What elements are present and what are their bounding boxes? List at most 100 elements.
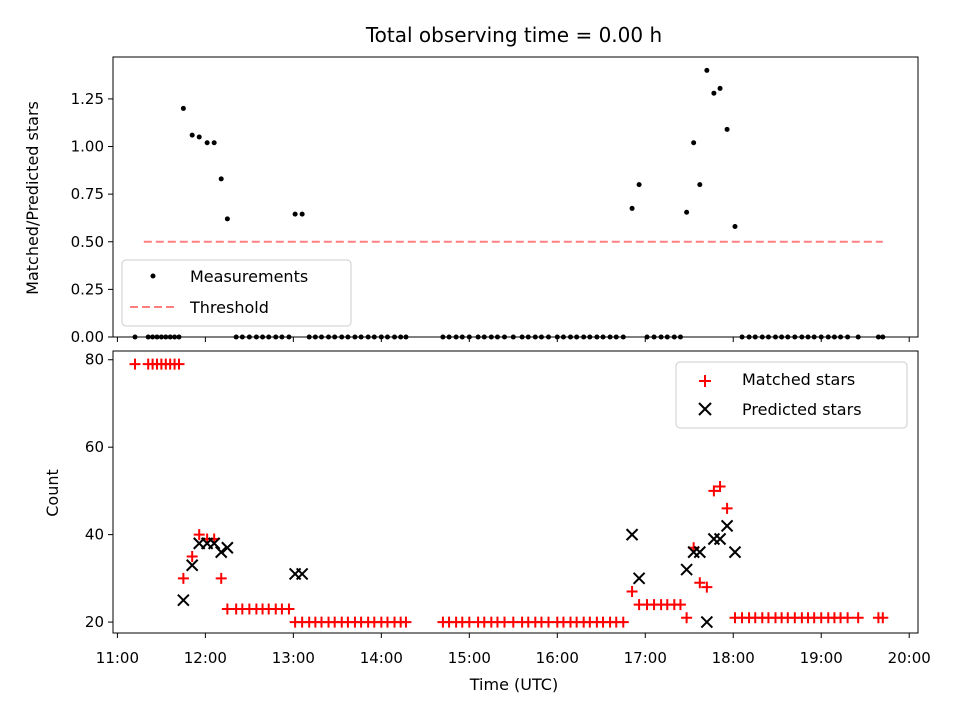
x-tick-label: 13:00	[272, 649, 315, 667]
top-y-tick-label: 1.00	[71, 138, 104, 156]
matched-star-point	[701, 581, 713, 593]
measurement-point	[717, 85, 723, 91]
bottom-axes-frame	[112, 350, 919, 634]
bottom-y-tick-label: 20	[85, 613, 104, 631]
matched-star-point	[626, 585, 638, 597]
legend-threshold-label: Threshold	[189, 298, 269, 317]
x-tick-label: 18:00	[712, 649, 755, 667]
top-y-ticks: 0.00 0.25 0.50 0.75 1.00 1.25	[71, 90, 113, 346]
bottom-plot-area	[129, 358, 889, 629]
x-tick-label: 20:00	[888, 649, 931, 667]
measurement-point	[691, 140, 697, 146]
top-y-tick-label: 0.50	[71, 233, 104, 251]
bottom-y-ticks: 20 40 60 80	[85, 351, 113, 631]
measurement-point	[636, 182, 642, 188]
top-y-axis-label: Matched/Predicted stars	[23, 101, 42, 295]
measurement-point	[704, 67, 710, 73]
predicted-star-point	[207, 537, 221, 550]
x-tick-label: 11:00	[96, 649, 139, 667]
matched-star-point	[721, 502, 733, 514]
top-x-ticks	[116, 337, 910, 342]
matched-star-point	[186, 550, 198, 562]
measurement-point	[724, 126, 730, 132]
measurement-point	[629, 205, 635, 211]
matched-star-point	[877, 612, 889, 624]
measurement-point	[189, 132, 195, 138]
bottom-y-tick-label: 40	[85, 526, 104, 544]
measurement-point	[196, 134, 202, 140]
measurement-point	[204, 140, 210, 146]
bottom-y-tick-label: 80	[85, 351, 104, 369]
matched-star-point	[215, 572, 227, 584]
predicted-star-point	[728, 545, 742, 559]
matched-star-point	[177, 572, 189, 584]
top-panel: Total observing time = 0.00 h Matched/Pr…	[23, 23, 919, 346]
top-y-tick-label: 1.25	[71, 90, 104, 108]
matched-star-point	[714, 481, 726, 493]
x-tick-label: 19:00	[800, 649, 843, 667]
top-y-tick-label: 0.75	[71, 185, 104, 203]
top-axes-frame	[112, 56, 919, 338]
bottom-legend: Matched stars Predicted stars	[675, 361, 908, 429]
top-legend: Measurements Threshold	[121, 259, 352, 327]
bottom-y-tick-label: 60	[85, 438, 104, 456]
legend-matched-marker	[699, 375, 711, 387]
matched-star-point	[129, 358, 141, 370]
measurement-point	[684, 209, 690, 215]
x-tick-label: 15:00	[448, 649, 491, 667]
matched-star-point	[193, 529, 205, 541]
predicted-star-point	[680, 563, 693, 576]
legend-measurements-label: Measurements	[190, 267, 308, 286]
predicted-star-point	[295, 567, 309, 581]
x-axis-label: Time (UTC)	[469, 675, 558, 694]
matched-star-point	[674, 599, 686, 611]
measurement-point	[180, 105, 186, 111]
predicted-star-point	[185, 559, 199, 572]
matched-star-point	[681, 612, 693, 624]
predicted-star-point	[632, 572, 646, 585]
predicted-star-point	[720, 519, 734, 533]
bottom-y-axis-label: Count	[43, 469, 62, 517]
measurement-point	[299, 211, 305, 217]
bottom-panel: Count Time (UTC) 20 40 60 80 11:00 12:00 13:0…	[43, 350, 931, 694]
chart-title: Total observing time = 0.00 h	[365, 23, 662, 47]
top-legend-box	[121, 259, 352, 327]
predicted-star-point	[221, 541, 234, 554]
bottom-x-ticks: 11:00 12:00 13:00 14:00 15:00 16:00 17:00 18:00…	[96, 633, 931, 667]
matched-star-point	[400, 616, 412, 628]
measurement-point	[218, 176, 224, 182]
x-tick-label: 16:00	[536, 649, 579, 667]
x-tick-label: 17:00	[624, 649, 667, 667]
matched-star-point	[852, 612, 864, 624]
predicted-star-point	[700, 615, 714, 629]
top-plot-area	[132, 67, 886, 340]
measurement-point	[711, 90, 717, 96]
predicted-star-point	[713, 532, 727, 546]
predicted-star-point	[177, 594, 190, 607]
measurement-point	[732, 224, 738, 230]
measurement-point	[292, 211, 298, 217]
measurement-point	[697, 182, 703, 188]
bottom-legend-box	[675, 361, 908, 429]
matched-star-point	[694, 577, 706, 589]
matched-star-point	[708, 485, 720, 497]
top-y-tick-label: 0.25	[71, 280, 104, 298]
measurement-point	[224, 216, 230, 222]
measurement-point	[211, 140, 217, 146]
matched-star-point	[617, 616, 629, 628]
predicted-star-point	[625, 528, 639, 541]
matched-star-point	[173, 358, 185, 370]
predicted-star-point	[693, 545, 707, 559]
legend-measurements-marker	[150, 273, 156, 279]
legend-predicted-label: Predicted stars	[742, 400, 862, 419]
matched-star-point	[283, 603, 295, 615]
top-y-tick-label: 0.00	[71, 328, 104, 346]
legend-matched-label: Matched stars	[742, 370, 855, 389]
matched-star-point	[842, 612, 854, 624]
legend-predicted-marker	[698, 402, 712, 416]
predicted-star-point	[215, 545, 228, 559]
x-tick-label: 12:00	[184, 649, 227, 667]
x-tick-label: 14:00	[360, 649, 403, 667]
